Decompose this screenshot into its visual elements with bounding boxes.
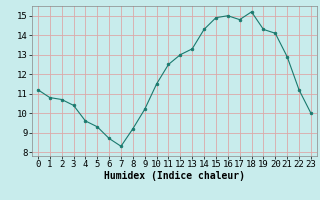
X-axis label: Humidex (Indice chaleur): Humidex (Indice chaleur) [104, 171, 245, 181]
